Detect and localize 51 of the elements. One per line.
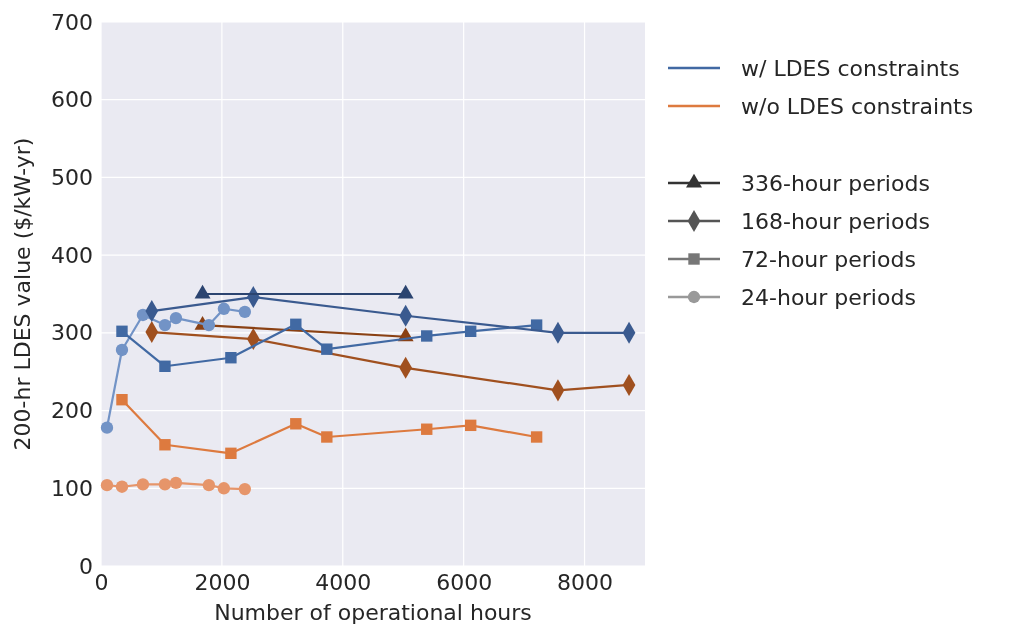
point: [136, 308, 150, 322]
point: [290, 418, 302, 430]
point: [202, 479, 216, 492]
point: [115, 343, 129, 357]
x-tick-label: 2000: [194, 569, 251, 595]
point: [225, 447, 237, 460]
point: [225, 352, 237, 364]
point: [159, 439, 171, 451]
x-tick-label: 4000: [315, 569, 372, 595]
point: [136, 478, 150, 491]
text: w/ LDES constraints: [741, 56, 960, 81]
point: [169, 476, 183, 490]
y-tick-label: 200: [51, 398, 93, 424]
point: [116, 325, 128, 337]
point: [290, 318, 302, 331]
point: [169, 311, 183, 325]
point: [158, 318, 172, 332]
point: [116, 393, 128, 406]
text: 72-hour periods: [741, 247, 916, 272]
text: 168-hour periods: [741, 209, 930, 234]
y-tick-label: 700: [51, 9, 93, 35]
y-tick-label: 0: [79, 553, 93, 579]
point: [100, 479, 114, 492]
y-tick-label: 500: [51, 164, 93, 190]
text: 24-hour periods: [741, 285, 916, 310]
text: w/o LDES constraints: [741, 94, 974, 119]
text: 336-hour periods: [741, 171, 930, 196]
x-tick-label: 8000: [557, 569, 614, 595]
point: [321, 431, 333, 443]
point: [464, 419, 477, 432]
point: [238, 482, 252, 496]
point: [321, 343, 333, 355]
y-axis-title: 200-hr LDES value ($/kW-yr): [10, 137, 35, 451]
point: [100, 421, 114, 434]
point: [464, 325, 477, 337]
y-tick-label: 600: [51, 87, 93, 113]
point: [421, 423, 433, 435]
point: [217, 302, 231, 315]
point: [158, 478, 172, 491]
x-tick-label: 0: [94, 569, 109, 595]
point: [238, 305, 252, 319]
point: [115, 480, 129, 493]
point: [530, 431, 543, 443]
x-axis-title: Number of operational hours: [214, 600, 532, 625]
y-tick-label: 300: [51, 320, 93, 346]
y-tick-label: 400: [51, 242, 93, 268]
x-tick-label: 6000: [436, 569, 493, 595]
point: [421, 330, 433, 342]
point: [159, 360, 171, 372]
y-tick-label: 100: [51, 475, 93, 501]
point: [217, 482, 231, 495]
